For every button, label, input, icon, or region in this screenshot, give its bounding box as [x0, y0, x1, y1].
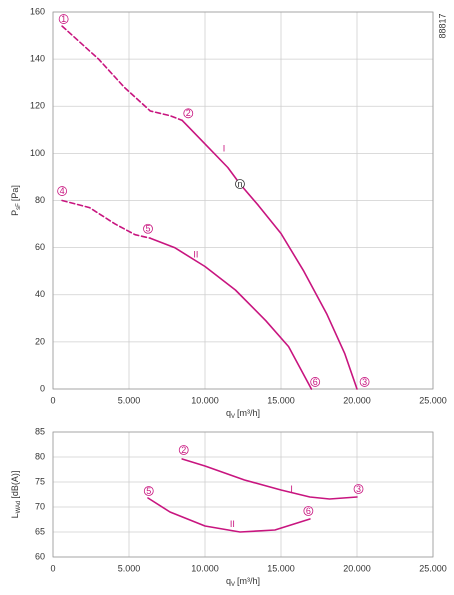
annotation-label: I: [290, 484, 293, 494]
y-tick-label: 65: [35, 526, 45, 536]
y-tick-label: 70: [35, 501, 45, 511]
plot-frame: [52, 431, 434, 558]
x-tick-label: 0: [50, 563, 55, 573]
x-tick-label: 15.000: [267, 563, 295, 573]
x-tick-label: 20.000: [343, 395, 371, 405]
series-line: [181, 119, 358, 390]
annotation-circle: [58, 14, 69, 24]
y-tick-label: 85: [35, 426, 45, 436]
annotation-label: 1: [61, 14, 66, 24]
y-tick-label: 100: [30, 148, 45, 158]
annotation-circle: [143, 486, 154, 496]
y-tick-label: 160: [30, 6, 45, 16]
y-tick-label: 75: [35, 476, 45, 486]
annotation-circle: [310, 377, 321, 387]
annotation-label: n: [237, 179, 242, 189]
y-tick-label: 60: [35, 551, 45, 561]
annotation-label: I: [223, 144, 226, 154]
axis-label-unit: [m³/h]: [237, 576, 260, 586]
annotation-label: 5: [146, 486, 151, 496]
x-tick-label: 15.000: [267, 395, 295, 405]
axis-label-unit: [m³/h]: [237, 408, 260, 418]
axis-label-main: q: [226, 576, 231, 586]
annotation-label: II: [230, 519, 235, 529]
annotation-label: 6: [306, 506, 311, 516]
y-tick-label: 60: [35, 242, 45, 252]
y-tick-label: 20: [35, 336, 45, 346]
x-tick-label: 10.000: [191, 563, 219, 573]
axis-label: LWAd [dB(A)]: [10, 471, 21, 519]
plot-frame: [52, 11, 434, 390]
y-tick-label: 0: [40, 383, 45, 393]
series-line: [147, 497, 311, 533]
annotation-circle: [57, 186, 68, 196]
annotation-label: II: [193, 250, 198, 260]
axis-label: qV [m³/h]: [226, 408, 260, 419]
annotation-circle: [353, 484, 364, 494]
annotation-label: 4: [60, 186, 65, 196]
y-tick-label: 120: [30, 101, 45, 111]
annotation-label: 3: [356, 484, 361, 494]
axis-label: PsF [Pa]: [10, 185, 21, 216]
y-tick-label: 40: [35, 289, 45, 299]
axis-label-main: L: [10, 513, 20, 518]
axis-label-sub: V: [231, 414, 235, 420]
series-line: [149, 237, 313, 390]
y-tick-label: 140: [30, 54, 45, 64]
series-line: [61, 25, 183, 122]
annotation-circle: [235, 179, 245, 189]
y-tick-label: 80: [35, 451, 45, 461]
x-tick-label: 10.000: [191, 395, 219, 405]
x-tick-label: 5.000: [118, 563, 141, 573]
axis-label: qV [m³/h]: [226, 576, 260, 587]
axis-label-main: P: [10, 210, 20, 216]
annotation-circle: [359, 377, 370, 387]
annotation-circle: [143, 223, 153, 234]
annotation-label: 2: [181, 445, 186, 455]
series-line: [181, 458, 358, 500]
y-tick-label: 80: [35, 195, 45, 205]
axis-label-sub: sF: [16, 203, 22, 210]
annotation-label: 6: [313, 377, 318, 387]
annotation-circle: [183, 108, 194, 119]
annotation-circle: [178, 445, 189, 455]
axis-label-sub: WAd: [16, 501, 22, 514]
axis-label-sub: V: [231, 582, 235, 588]
x-tick-label: 20.000: [343, 563, 371, 573]
x-tick-label: 5.000: [118, 395, 141, 405]
side-note: 88817: [437, 13, 447, 38]
axis-label-unit: [dB(A)]: [10, 471, 20, 499]
annotation-label: 3: [362, 377, 367, 387]
annotation-label: 2: [186, 108, 191, 118]
axis-label-main: q: [226, 408, 231, 418]
axis-label-unit: [Pa]: [10, 185, 20, 201]
annotation-circle: [303, 506, 314, 516]
x-tick-label: 25.000: [419, 395, 447, 405]
series-line: [61, 199, 152, 239]
annotation-label: 5: [145, 224, 150, 234]
x-tick-label: 25.000: [419, 563, 447, 573]
x-tick-label: 0: [50, 395, 55, 405]
